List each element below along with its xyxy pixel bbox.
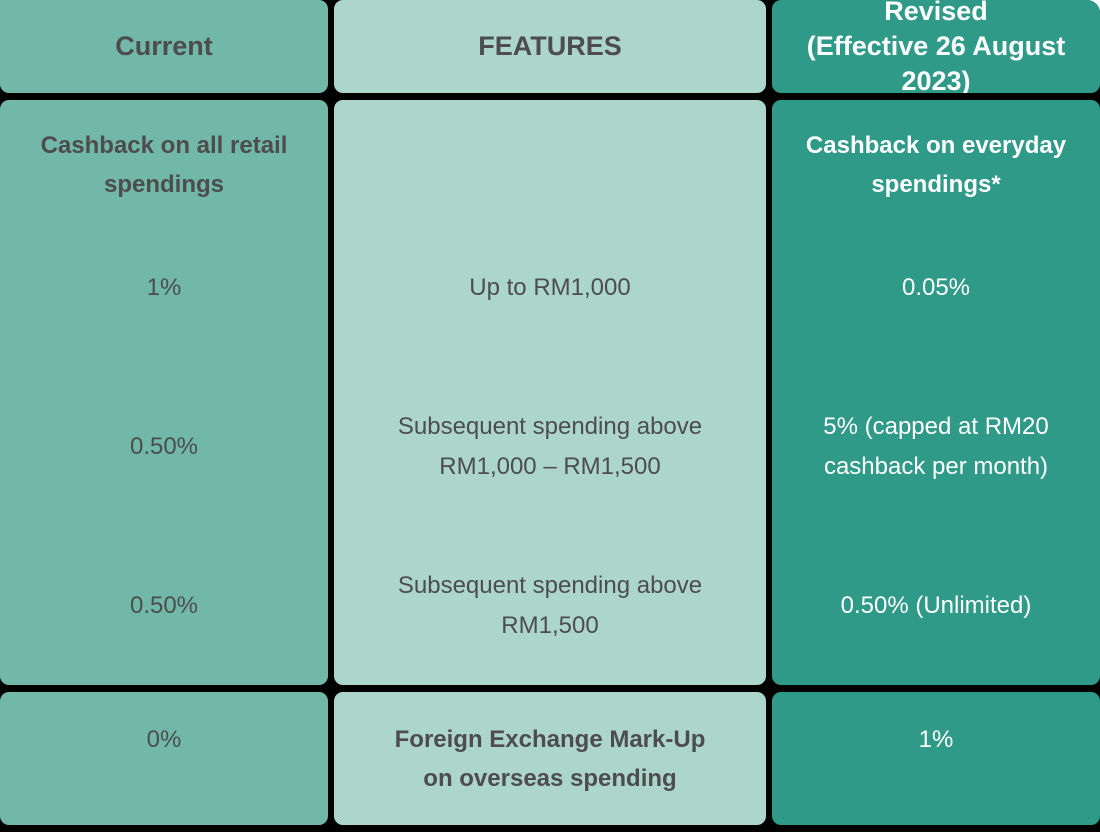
subheader-features — [334, 100, 766, 208]
subheader-current: Cashback on all retail spendings — [40, 132, 288, 198]
header-cell-revised: Revised (Effective 26 August 2023) — [772, 0, 1100, 93]
footer-value-revised: 1% — [918, 726, 954, 753]
header-label-revised: Revised (Effective 26 August 2023) — [806, 0, 1066, 93]
value-current-row1: 1% — [146, 273, 182, 301]
value-revised-row2: 5% (capped at RM20 cashback per month) — [823, 412, 1049, 480]
footer-cell-current: 0% — [0, 692, 328, 825]
value-current-row2: 0.50% — [129, 432, 199, 460]
value-revised-row1: 0.05% — [901, 273, 971, 301]
main-cell-current: Cashback on all retail spendings 1% 0.50… — [0, 100, 328, 685]
header-cell-current: Current — [0, 0, 328, 93]
footer-cell-features: Foreign Exchange Mark-Up on overseas spe… — [334, 692, 766, 825]
main-cell-features: Up to RM1,000 Subsequent spending above … — [334, 100, 766, 685]
value-features-row2: Subsequent spending above RM1,000 – RM1,… — [397, 412, 703, 480]
header-cell-features: FEATURES — [334, 0, 766, 93]
subheader-revised: Cashback on everyday spendings* — [805, 132, 1067, 198]
header-label-current: Current — [115, 31, 213, 61]
value-features-row3: Subsequent spending above RM1,500 — [397, 571, 703, 639]
footer-label-features: Foreign Exchange Mark-Up on overseas spe… — [394, 726, 706, 792]
main-cell-revised: Cashback on everyday spendings* 0.05% 5%… — [772, 100, 1100, 685]
value-revised-row3: 0.50% (Unlimited) — [840, 591, 1032, 619]
value-current-row3: 0.50% — [129, 591, 199, 619]
header-label-features: FEATURES — [478, 31, 622, 61]
footer-value-current: 0% — [146, 726, 182, 753]
footer-cell-revised: 1% — [772, 692, 1100, 825]
value-features-row1: Up to RM1,000 — [469, 273, 631, 301]
